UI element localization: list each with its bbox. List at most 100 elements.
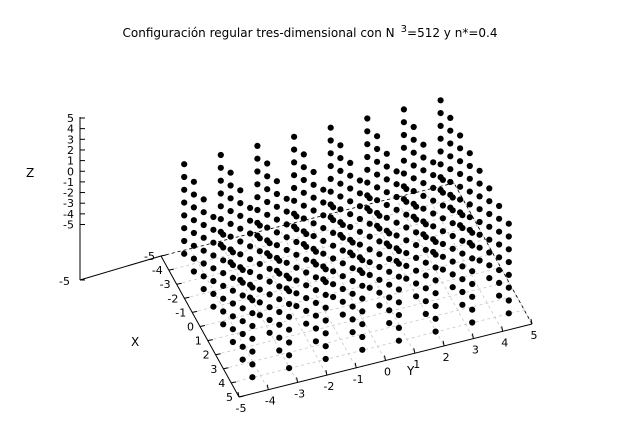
data-point	[359, 346, 366, 353]
data-point	[227, 220, 234, 227]
x-axis-label: X	[131, 335, 139, 349]
data-point	[200, 260, 207, 267]
data-point	[273, 203, 280, 210]
data-point	[496, 202, 503, 210]
data-point	[322, 266, 329, 273]
y-tick-label: 2	[443, 351, 450, 364]
data-point	[386, 230, 393, 237]
data-point	[395, 312, 402, 319]
data-point	[239, 266, 246, 273]
z-tick-label: -5	[63, 219, 74, 232]
data-point	[276, 334, 283, 341]
data-point	[347, 211, 354, 218]
data-point	[229, 262, 236, 269]
data-point	[432, 238, 439, 245]
data-point	[256, 222, 263, 229]
data-point	[439, 266, 446, 273]
data-point	[249, 374, 256, 381]
data-point	[496, 228, 503, 235]
x-tick-mark	[231, 381, 237, 384]
data-point	[320, 186, 327, 193]
data-point	[447, 166, 454, 173]
data-point	[181, 186, 188, 193]
data-point	[229, 338, 236, 346]
data-point	[303, 269, 310, 276]
data-point	[337, 206, 344, 213]
data-point	[200, 196, 207, 203]
x-tick-label: -5	[144, 250, 155, 263]
data-point	[469, 255, 476, 262]
data-point	[430, 223, 437, 230]
data-point	[283, 234, 290, 241]
data-point	[410, 175, 417, 182]
data-point	[459, 237, 466, 244]
data-point	[469, 229, 476, 236]
data-point	[374, 184, 381, 191]
data-point	[190, 191, 197, 198]
x-tick-mark	[207, 339, 213, 342]
data-point	[349, 303, 356, 310]
data-point	[254, 168, 261, 175]
data-point	[254, 194, 261, 201]
data-point	[254, 181, 261, 188]
data-point	[374, 145, 381, 153]
data-point	[413, 293, 420, 300]
data-point	[330, 281, 337, 288]
data-point	[239, 356, 246, 363]
data-point	[359, 321, 366, 328]
data-point	[286, 313, 293, 320]
data-point	[286, 275, 293, 282]
data-point	[283, 246, 290, 254]
data-point	[327, 150, 334, 157]
data-point	[400, 106, 407, 113]
data-point	[457, 183, 464, 190]
data-point	[400, 144, 407, 151]
data-point	[210, 252, 217, 259]
data-point	[366, 233, 373, 240]
grid-line-y	[336, 212, 416, 354]
data-point	[349, 277, 356, 285]
data-point	[200, 221, 207, 229]
data-point	[273, 229, 280, 236]
data-point	[217, 151, 224, 159]
data-point	[432, 328, 439, 335]
data-point	[266, 240, 273, 247]
data-point	[420, 205, 427, 212]
z-tick-label: -5	[59, 275, 70, 288]
data-point	[293, 277, 300, 284]
data-point	[459, 224, 466, 232]
data-point	[447, 114, 454, 121]
data-point	[322, 317, 329, 324]
data-point	[364, 128, 371, 135]
y-tick-mark	[413, 348, 416, 354]
data-point	[273, 242, 280, 249]
data-point	[220, 282, 227, 289]
data-point	[227, 182, 234, 189]
data-point	[383, 214, 390, 221]
data-point	[449, 232, 456, 240]
grid-line-x	[215, 281, 509, 356]
data-point	[310, 207, 317, 214]
data-point	[437, 110, 444, 117]
data-point	[359, 333, 366, 341]
data-point	[439, 176, 446, 183]
data-point	[312, 312, 319, 319]
data-point	[310, 194, 317, 201]
y-tick-mark	[266, 384, 269, 390]
data-point	[256, 260, 263, 268]
data-point	[413, 242, 420, 249]
data-point	[349, 316, 356, 323]
chart-title: Configuración regular tres-dimensional c…	[123, 24, 498, 40]
data-point	[366, 271, 373, 279]
data-point	[422, 310, 429, 318]
data-point	[283, 195, 290, 202]
data-point	[303, 307, 310, 314]
data-point	[366, 284, 373, 291]
data-point	[422, 259, 429, 266]
data-point	[300, 164, 307, 171]
data-point	[312, 261, 319, 268]
data-point	[356, 190, 363, 197]
y-tick-mark	[237, 391, 240, 398]
data-point	[247, 204, 254, 211]
